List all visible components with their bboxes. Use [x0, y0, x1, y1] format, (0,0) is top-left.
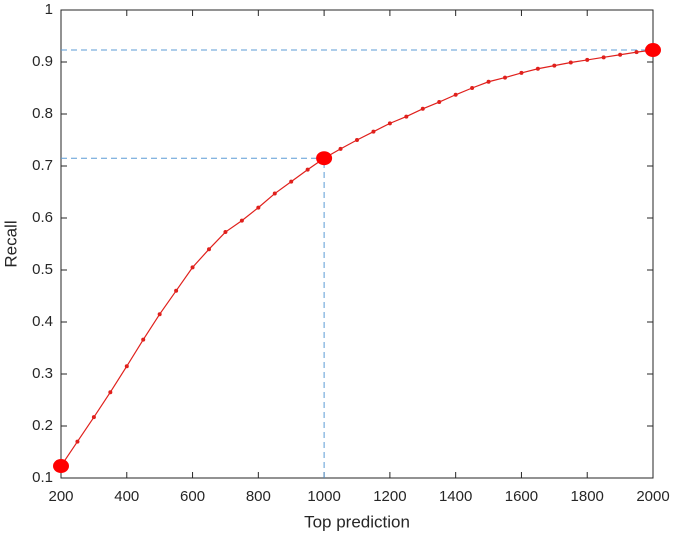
data-point: [124, 364, 129, 369]
y-tick-label: 0.3: [32, 365, 53, 382]
x-tick-label: 1600: [505, 488, 538, 505]
x-tick-label: 800: [246, 488, 271, 505]
y-axis-label: Recall: [1, 220, 20, 267]
data-point: [207, 247, 211, 252]
data-point: [535, 66, 540, 71]
x-tick-label: 1200: [373, 488, 406, 505]
data-point: [568, 60, 573, 65]
plot-frame: [60, 9, 654, 479]
data-point: [108, 390, 113, 395]
data-point: [387, 121, 392, 126]
x-tick-label: 2000: [636, 488, 669, 505]
x-tick-label: 600: [180, 488, 205, 505]
data-point: [420, 106, 425, 111]
highlight-point: [316, 151, 333, 166]
data-point: [519, 70, 524, 75]
data-point: [355, 138, 359, 142]
data-point: [404, 114, 409, 119]
data-point: [453, 92, 458, 97]
y-tick-label: 0.8: [32, 105, 53, 122]
x-tick-label: 1400: [439, 488, 472, 505]
data-point: [618, 52, 623, 57]
data-point: [239, 218, 244, 223]
y-tick-label: 0.5: [32, 261, 53, 278]
data-point: [585, 57, 590, 62]
data-point: [190, 265, 195, 270]
data-point: [141, 337, 146, 342]
data-point: [371, 129, 376, 134]
y-tick-label: 1: [45, 1, 53, 18]
y-tick-label: 0.1: [32, 469, 53, 486]
data-point: [91, 415, 96, 420]
highlight-point: [53, 459, 69, 474]
data-point: [305, 167, 310, 172]
y-tick-label: 0.7: [32, 157, 53, 174]
data-point: [272, 191, 277, 196]
y-tick-label: 0.2: [32, 417, 53, 434]
data-point: [223, 230, 228, 235]
x-axis-label: Top prediction: [304, 512, 410, 531]
data-point: [486, 79, 491, 84]
y-tick-label: 0.4: [32, 313, 53, 330]
data-point: [256, 205, 261, 210]
x-tick-label: 1800: [571, 488, 604, 505]
data-point: [157, 312, 162, 317]
data-point: [437, 100, 442, 105]
data-point: [470, 86, 475, 90]
data-point: [552, 63, 557, 68]
data-point: [503, 75, 507, 80]
y-tick-label: 0.6: [32, 209, 53, 226]
data-point: [174, 288, 179, 293]
data-point: [634, 50, 639, 55]
data-point: [75, 439, 80, 444]
y-tick-label: 0.9: [32, 53, 53, 70]
highlight-point: [645, 43, 661, 58]
x-tick-label: 200: [48, 488, 73, 505]
data-point: [289, 179, 294, 184]
data-point: [338, 146, 343, 151]
x-tick-label: 400: [114, 488, 139, 505]
x-tick-label: 1000: [307, 488, 340, 505]
data-point: [601, 55, 606, 60]
